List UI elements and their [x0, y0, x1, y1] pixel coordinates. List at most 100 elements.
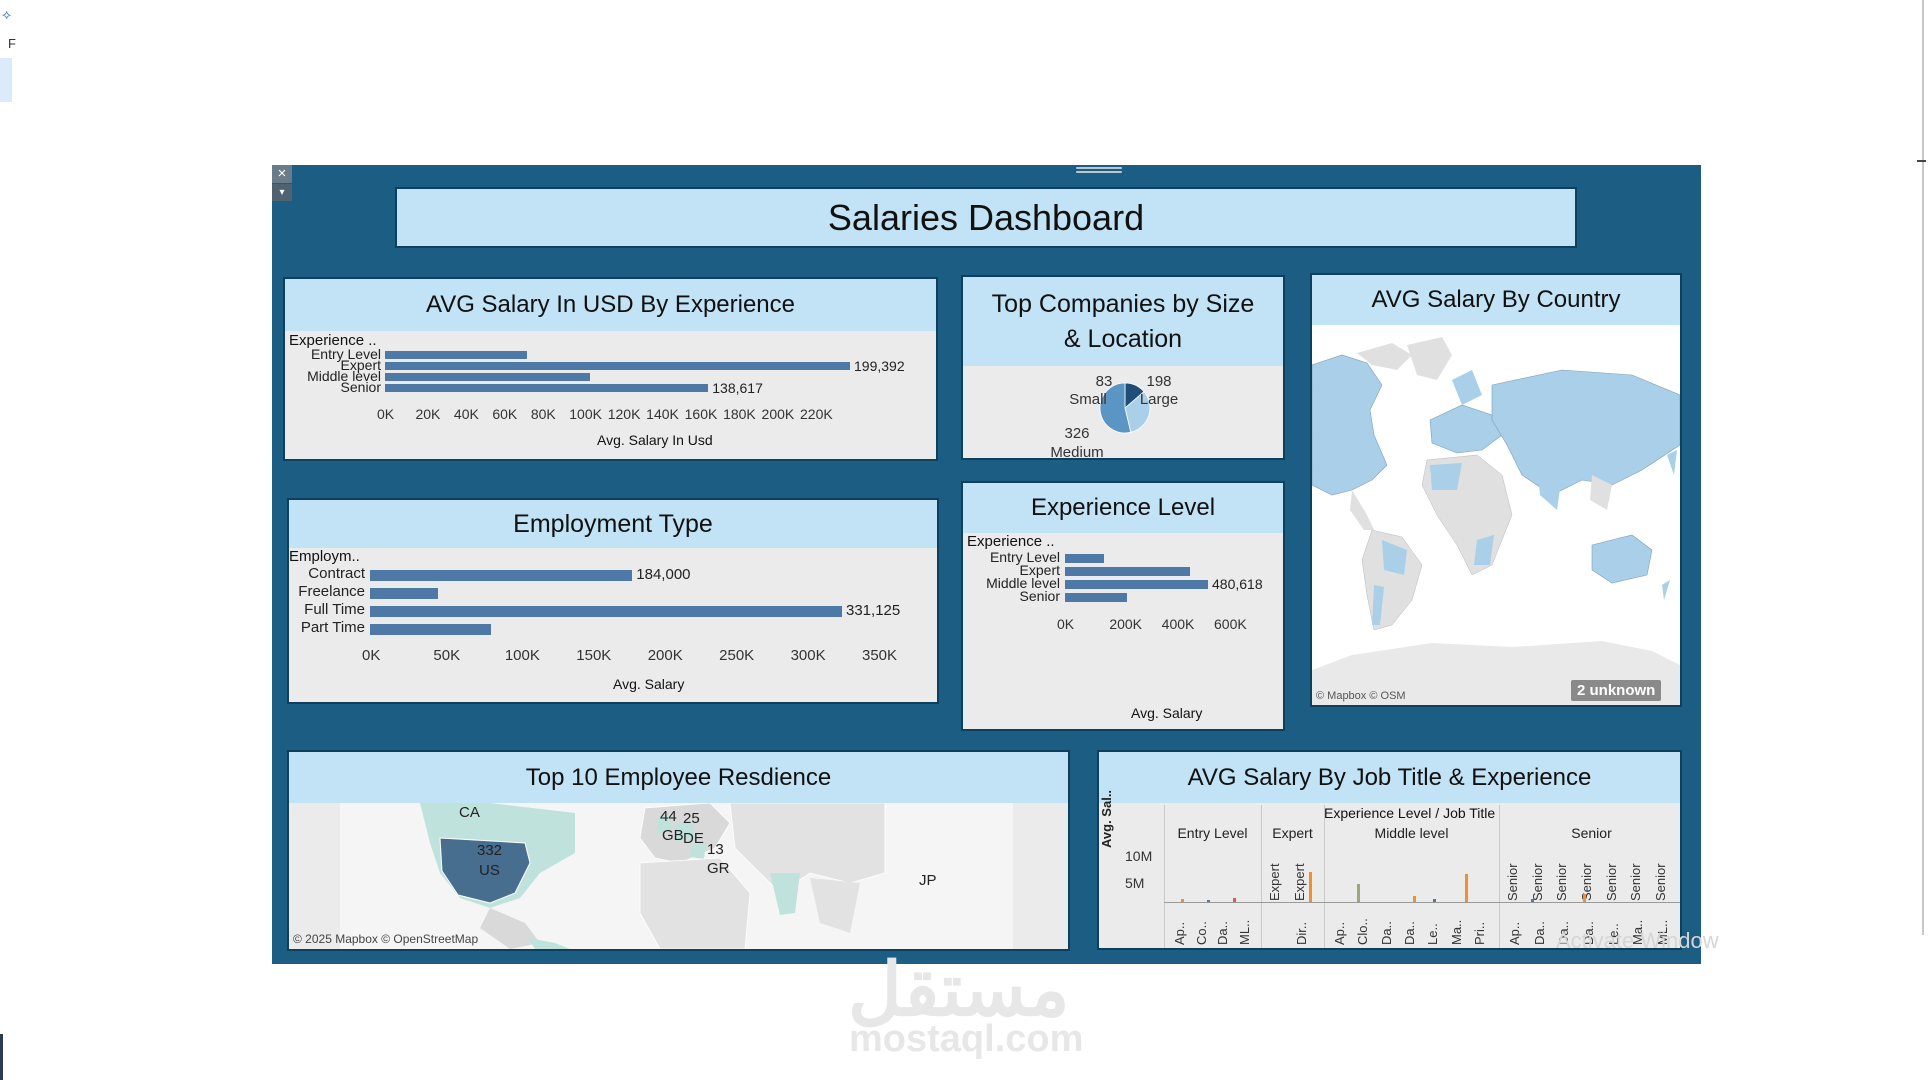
country-code-label: DE: [683, 830, 704, 847]
job-salary-bar[interactable]: [1531, 899, 1534, 902]
job-title-label: Le..: [1425, 923, 1441, 945]
x-tick-label: 0K: [377, 406, 395, 422]
job-salary-bar[interactable]: [1233, 898, 1236, 902]
bar[interactable]: [1065, 554, 1104, 563]
group-divider: [1261, 805, 1262, 948]
bar[interactable]: [385, 362, 850, 370]
map-attribution: © Mapbox © OSM: [1316, 690, 1406, 702]
panel-title: Experience Level: [1030, 494, 1216, 521]
x-tick-label: 220K: [800, 406, 833, 422]
x-tick-label: 180K: [723, 406, 756, 422]
bar[interactable]: [1065, 580, 1208, 589]
x-tick-label: 150K: [576, 647, 612, 664]
watermark-arabic: مستقل: [848, 948, 1070, 1031]
x-tick-label: 0K: [1057, 616, 1075, 632]
job-title-label: Pri..: [1472, 921, 1487, 945]
world-map[interactable]: [1312, 325, 1680, 705]
job-salary-bar[interactable]: [1433, 899, 1436, 902]
job-title-label: Da..: [1531, 921, 1547, 945]
column-value-label: Senior: [1505, 863, 1520, 901]
bar[interactable]: [370, 606, 842, 617]
column-value-label: Senior: [1603, 863, 1619, 901]
job-salary-bar[interactable]: [1465, 874, 1468, 902]
panel-title: AVG Salary By Job Title & Experience: [1187, 763, 1592, 791]
country-code-label: GB: [662, 827, 684, 844]
right-scroll-line: [1922, 0, 1924, 935]
pie-slice-large[interactable]: [1124, 391, 1151, 433]
residence-map[interactable]: [340, 803, 1013, 949]
pie-slice-medium[interactable]: [1099, 382, 1132, 434]
panel-header: Experience Level: [963, 483, 1283, 533]
bar[interactable]: [385, 384, 709, 392]
job-title-label: ML..: [1236, 919, 1252, 945]
x-tick-label: 100K: [504, 647, 540, 664]
dashboard-title: Salaries Dashboard: [827, 196, 1145, 238]
x-axis-title: Avg. Salary: [613, 676, 685, 692]
panel-title: Top 10 Employee Resdience: [525, 763, 832, 791]
drag-handle[interactable]: [1076, 165, 1122, 175]
value-label: 331,125: [846, 602, 901, 619]
column-value-label: Expert: [1292, 863, 1308, 901]
plot-baseline: [1164, 902, 1680, 903]
pie-value-label: 83: [1096, 373, 1113, 390]
bar[interactable]: [1065, 567, 1190, 576]
job-salary-bar[interactable]: [1413, 896, 1416, 902]
bar[interactable]: [385, 373, 591, 381]
dimension-header: Experience ..: [967, 533, 1055, 550]
panel-header: Employment Type: [289, 500, 937, 548]
x-tick-label: 60K: [492, 406, 518, 422]
x-tick-label: 350K: [862, 647, 898, 664]
panel-salary-by-job-title[interactable]: AVG Salary By Job Title & Experience Exp…: [1097, 750, 1682, 950]
panel-employment-type[interactable]: Employment Type Employm.. Contract 184,00…: [287, 498, 939, 704]
x-axis-title: Avg. Salary: [1131, 705, 1203, 721]
job-title-label: Ap..: [1172, 921, 1187, 945]
watermark-site: mostaql.com: [849, 1018, 1084, 1060]
job-title-label: Da..: [1215, 921, 1231, 945]
x-tick-label: 160K: [684, 406, 718, 422]
panel-header: Top 10 Employee Resdience: [289, 752, 1068, 803]
bar[interactable]: [370, 624, 492, 635]
x-tick-label: 600K: [1214, 616, 1247, 632]
value-label: 480,618: [1212, 576, 1263, 592]
menu-dropdown-icon[interactable]: ▾: [272, 184, 292, 201]
panel-salary-by-experience[interactable]: AVG Salary In USD By Experience Experien…: [283, 277, 938, 461]
dimension-header: Experience ..: [289, 332, 377, 349]
x-tick-label: 200K: [647, 647, 683, 664]
job-salary-bar[interactable]: [1207, 900, 1210, 902]
job-title-label: Ap..: [1332, 921, 1347, 945]
unknown-badge[interactable]: 2 unknown: [1571, 680, 1662, 701]
bar[interactable]: [1065, 593, 1128, 602]
x-tick-label: 40K: [453, 406, 479, 422]
panel-salary-by-country[interactable]: AVG Salary By Country: [1310, 273, 1682, 707]
host-menu-letter[interactable]: F: [8, 36, 16, 51]
job-salary-bar[interactable]: [1583, 894, 1586, 902]
panel-employee-residence[interactable]: Top 10 Employee Resdience: [287, 750, 1070, 951]
row-label: Expert: [340, 357, 381, 373]
x-axis-title: Avg. Salary In Usd: [597, 432, 713, 448]
row-label: Freelance: [298, 583, 365, 600]
dimension-header: Employm..: [289, 548, 360, 565]
job-salary-bar[interactable]: [1309, 872, 1312, 902]
job-salary-bar[interactable]: [1357, 884, 1360, 902]
host-app-icon[interactable]: ⟡: [2, 6, 12, 22]
bar[interactable]: [370, 570, 633, 581]
x-tick-label: 200K: [761, 406, 795, 422]
pie-value-label: 326: [1064, 425, 1089, 442]
panel-title: Top Companies by Size & Location: [991, 289, 1255, 353]
close-icon[interactable]: ×: [272, 165, 292, 183]
panel-title: AVG Salary In USD By Experience: [425, 291, 796, 318]
column-value-label: Senior: [1628, 863, 1644, 901]
panel-top-companies[interactable]: Top Companies by Size & Location 83 Small…: [961, 275, 1285, 460]
panel-experience-level[interactable]: Experience Level Experience .. Entry Lev…: [961, 481, 1285, 731]
pie-category-label: Small: [1069, 391, 1107, 408]
bar[interactable]: [385, 351, 528, 359]
job-salary-bar[interactable]: [1181, 899, 1184, 902]
x-tick-label: 200K: [1109, 616, 1143, 632]
country-code-label: US: [479, 862, 500, 879]
country-code-label: GR: [707, 860, 730, 877]
x-tick-label: 400K: [1161, 616, 1195, 632]
bar[interactable]: [370, 588, 439, 599]
row-label: Middle level: [986, 575, 1060, 591]
x-tick-label: 0K: [362, 647, 381, 664]
